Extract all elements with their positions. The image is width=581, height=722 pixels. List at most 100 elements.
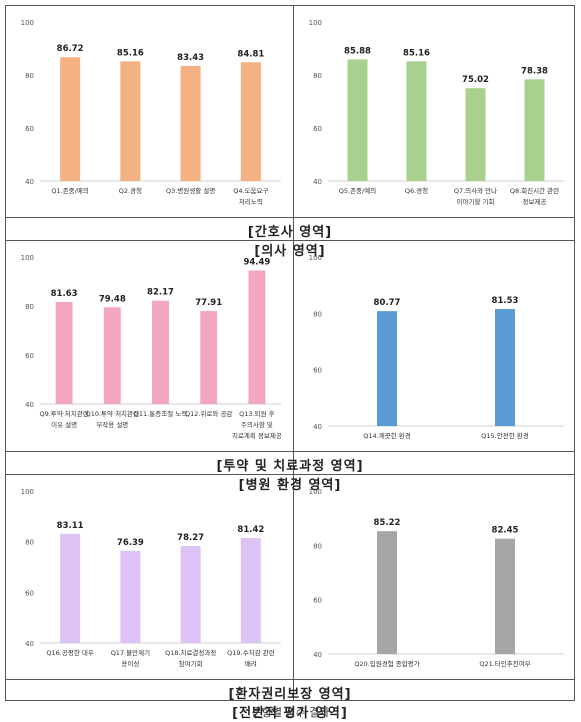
x-tick-label: Q5.존중/예의 — [339, 186, 376, 195]
caption-environment-text: [병원 환경 영역] — [238, 478, 342, 493]
data-label: 80.77 — [374, 298, 401, 308]
bar — [240, 62, 261, 181]
bar — [180, 65, 201, 181]
bar — [103, 307, 121, 404]
data-label: 77.91 — [195, 298, 222, 308]
y-tick-label: 60 — [25, 352, 34, 360]
x-tick-label: Q17.불만제기 — [111, 648, 150, 657]
grid-divider-1b — [6, 240, 574, 241]
y-tick-label: 80 — [313, 310, 322, 318]
y-tick-label: 100 — [21, 254, 34, 262]
data-label: 94.49 — [243, 257, 270, 267]
bar — [55, 302, 73, 404]
x-tick-label: Q20.입원경험 종합평가 — [354, 659, 419, 668]
bar — [120, 61, 141, 181]
bar — [200, 311, 218, 404]
data-label: 85.16 — [403, 48, 430, 58]
x-tick-label: 주의사항 및 — [241, 420, 273, 429]
environment-chart: 40 60 80 100 80.77 Q14.깨끗한 환경 81.53 Q15.안전한 환경 — [309, 254, 564, 440]
caption-nurse-text: [간호사 영역] — [247, 225, 333, 240]
y-tick-label: 80 — [313, 72, 322, 80]
bar — [240, 538, 261, 643]
x-tick-label: Q1.존중/예의 — [51, 186, 88, 195]
bar — [377, 311, 397, 426]
data-label: 79.48 — [99, 294, 126, 304]
x-tick-label: Q9.투약·처치관련 — [39, 409, 88, 418]
bar — [495, 538, 515, 654]
x-tick-label: Q13.퇴원 후 — [239, 409, 274, 418]
y-tick-label: 60 — [25, 589, 34, 597]
x-tick-label: 참여기회 — [179, 659, 203, 668]
caption-medication-text: [투약 및 치료과정 영역] — [216, 459, 364, 474]
x-tick-label: Q14.깨끗한 환경 — [363, 431, 410, 440]
doctor-chart: 40 60 80 100 85.88 Q5.존중/예의 85.16 Q6.경청 75.02 Q7.… — [309, 19, 564, 206]
grid-divider-vertical — [293, 6, 294, 700]
caption-overall-text: [전반적 평가 영역] — [232, 706, 348, 721]
y-tick-label: 80 — [25, 539, 34, 547]
figure-footer: 문항별 점수 결과 — [251, 706, 330, 719]
data-label: 81.63 — [51, 289, 78, 299]
x-tick-label: Q4.도움요구 — [233, 187, 268, 195]
x-tick-label: Q21.타인추천여부 — [479, 659, 530, 668]
data-label: 84.81 — [237, 49, 264, 59]
y-tick-label: 100 — [21, 488, 34, 496]
grid-divider-2b — [6, 474, 574, 475]
grid-divider-2a — [6, 451, 574, 452]
bar — [347, 59, 368, 181]
overall-chart: 40 60 80 100 85.22 Q20.입원경험 종합평가 82.45 Q21.타인추천… — [309, 488, 564, 668]
bar — [465, 88, 486, 181]
y-tick-label: 60 — [25, 125, 34, 133]
x-tick-label: Q12.위로와 공감 — [185, 410, 232, 418]
bar — [60, 533, 81, 643]
data-label: 81.42 — [237, 525, 264, 535]
panel-rights: 40 60 80 100 83.11 Q16.공평한 대우 76.39 Q17.불만제기 용이성… — [6, 475, 293, 679]
data-label: 85.16 — [117, 48, 144, 58]
y-tick-label: 40 — [25, 178, 34, 186]
y-tick-label: 40 — [25, 401, 34, 409]
y-tick-label: 100 — [21, 19, 34, 27]
x-tick-label: Q2.경청 — [119, 186, 142, 195]
x-tick-label: 처리노력 — [239, 197, 263, 206]
y-tick-label: 40 — [25, 640, 34, 648]
grid-divider-3a — [6, 679, 574, 680]
data-label: 82.45 — [492, 526, 519, 536]
y-tick-label: 100 — [309, 254, 322, 262]
y-tick-label: 80 — [25, 303, 34, 311]
bar — [120, 550, 141, 643]
data-label: 82.17 — [147, 288, 174, 298]
x-tick-label: 이야기할 기회 — [457, 197, 495, 206]
y-tick-label: 60 — [313, 597, 322, 605]
x-tick-label: Q19.수치감 관련 — [227, 648, 274, 657]
bar — [180, 546, 201, 643]
x-tick-label: Q16.공평한 대우 — [46, 648, 93, 657]
x-tick-label: Q15.안전한 환경 — [481, 431, 528, 440]
data-label: 86.72 — [57, 44, 84, 54]
results-grid: 40 60 80 100 86.72 Q1.존중/예의 85.16 Q2.경청 83.43 Q3.… — [5, 5, 576, 721]
caption-nurse: [간호사 영역] [의사 영역] — [6, 221, 574, 259]
y-tick-label: 40 — [313, 178, 322, 186]
bar — [524, 79, 545, 181]
x-tick-label: 배려 — [245, 659, 257, 668]
bar — [495, 309, 515, 426]
data-label: 76.39 — [117, 538, 144, 548]
x-tick-label: Q10.투약·처치관련 — [86, 409, 139, 418]
bar — [60, 57, 81, 181]
x-tick-label: 이유 설명 — [51, 420, 77, 429]
bar — [248, 270, 266, 404]
data-label: 78.38 — [521, 66, 548, 76]
y-tick-label: 80 — [25, 72, 34, 80]
nurse-chart: 40 60 80 100 86.72 Q1.존중/예의 85.16 Q2.경청 83.43 Q3.… — [21, 19, 281, 206]
panel-nurse: 40 60 80 100 86.72 Q1.존중/예의 85.16 Q2.경청 83.43 Q3.… — [6, 6, 293, 217]
x-tick-label: 정보제공 — [523, 197, 547, 206]
data-label: 81.53 — [492, 296, 519, 306]
panel-overall: 40 60 80 100 85.22 Q20.입원경험 종합평가 82.45 Q21.타인추천… — [294, 475, 576, 679]
y-tick-label: 60 — [313, 367, 322, 375]
y-tick-label: 60 — [313, 125, 322, 133]
caption-row-2: [투약 및 치료과정 영역] [병원 환경 영역] — [6, 455, 574, 493]
grid-divider-1a — [6, 217, 574, 218]
y-tick-label: 40 — [313, 423, 322, 431]
y-tick-label: 100 — [309, 19, 322, 27]
x-tick-label: 부작용 설명 — [96, 420, 128, 429]
panel-doctor: 40 60 80 100 85.88 Q5.존중/예의 85.16 Q6.경청 75.02 Q7.… — [294, 6, 576, 217]
